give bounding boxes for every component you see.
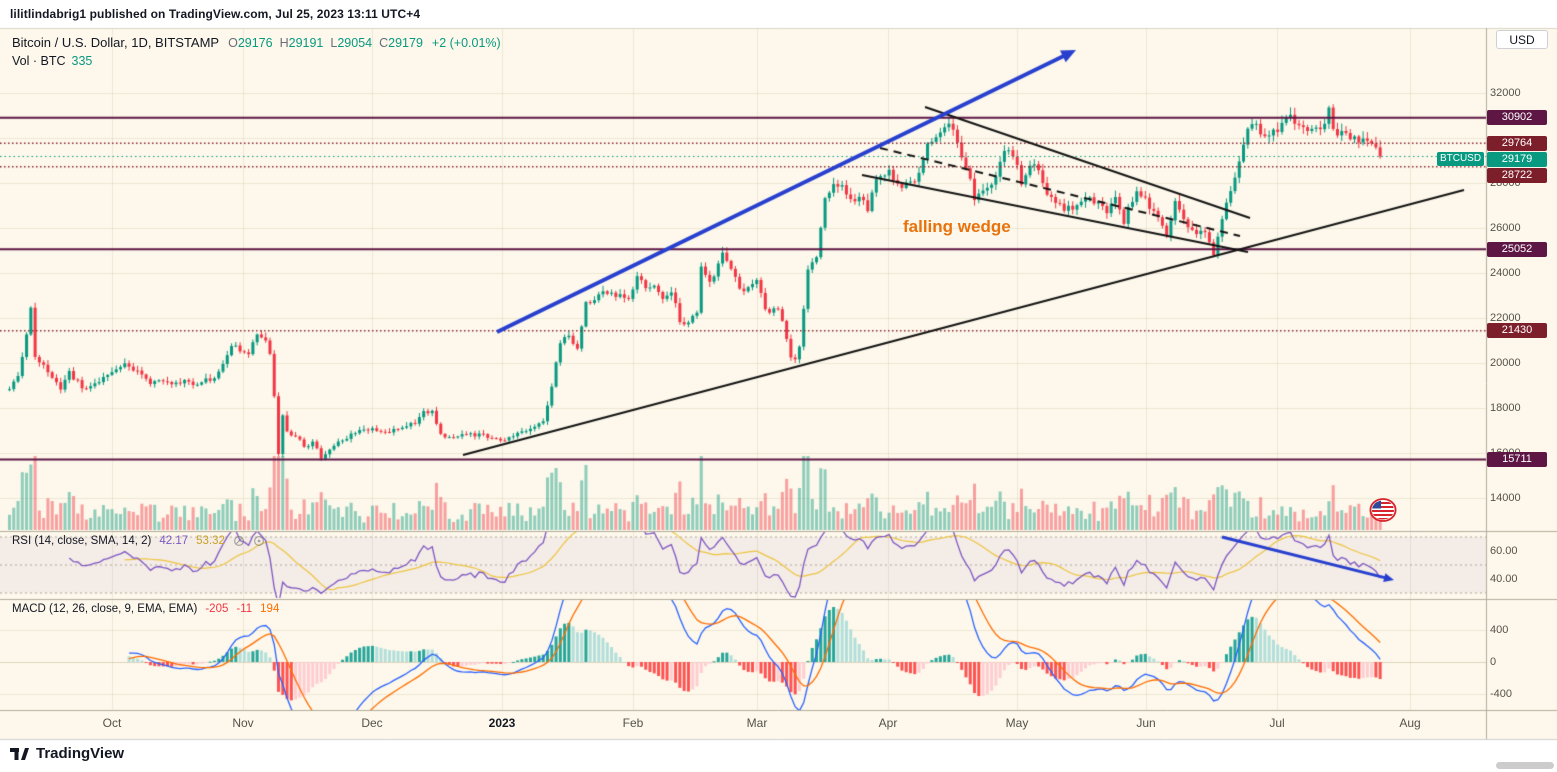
- tradingview-logo: [10, 748, 29, 760]
- macd-legend: MACD (12, 26, close, 9, EMA, EMA) -205 -…: [12, 603, 279, 615]
- price-axis-tick: 14000: [1490, 492, 1521, 504]
- current-symbol-badge: BTCUSD: [1437, 152, 1484, 167]
- macd-axis-tick: 400: [1490, 624, 1509, 636]
- price-level-badge-30902[interactable]: 30902: [1487, 110, 1547, 126]
- symbol-legend: Bitcoin / U.S. Dollar, 1D, BITSTAMP O291…: [12, 35, 501, 50]
- rsi-settings-icon[interactable]: [253, 535, 265, 547]
- publish-info: lilitlindabrig1 published on TradingView…: [10, 7, 421, 21]
- rsi-title[interactable]: RSI (14, close, SMA, 14, 2): [12, 535, 152, 547]
- price-level-badge-25052[interactable]: 25052: [1487, 241, 1547, 257]
- time-axis-label-jun: Jun: [1136, 716, 1156, 730]
- us-flag-sticker-icon: [1367, 496, 1399, 524]
- time-axis-label-oct: Oct: [102, 716, 122, 730]
- volume-value: 335: [71, 54, 93, 68]
- price-axis-tick: 18000: [1490, 402, 1521, 414]
- time-axis-label-mar: Mar: [746, 716, 768, 730]
- ohlc-values: O29176 H29191 L29054 C29179: [228, 36, 423, 50]
- time-axis-label-feb: Feb: [622, 716, 644, 730]
- price-level-badge-15711[interactable]: 15711: [1487, 452, 1547, 467]
- volume-label: Vol · BTC: [12, 54, 66, 68]
- macd-axis-tick: -400: [1490, 688, 1513, 700]
- macd-signal-value: 194: [260, 603, 280, 615]
- volume-legend: Vol · BTC 335: [12, 54, 92, 68]
- time-axis-label-apr: Apr: [878, 716, 898, 730]
- price-axis-tick: 32000: [1490, 87, 1521, 99]
- time-axis-label-may: May: [1005, 716, 1029, 730]
- brand-text: TradingView: [36, 745, 125, 762]
- currency-usd-button[interactable]: USD: [1496, 30, 1548, 49]
- close-value: 29179: [388, 36, 423, 50]
- close-label: C: [379, 36, 389, 50]
- footer-bar: TradingView: [0, 740, 1557, 772]
- rsi-legend: RSI (14, close, SMA, 14, 2) 42.17 53.32: [12, 535, 265, 547]
- time-axis-label-aug: Aug: [1399, 716, 1421, 730]
- macd-hist-value: -205: [205, 603, 229, 615]
- price-level-badge-28722[interactable]: 28722: [1487, 167, 1547, 183]
- rsi-value: 42.17: [159, 535, 189, 547]
- current-price-badge: 29179: [1487, 151, 1547, 167]
- horizontal-scrollbar[interactable]: [1496, 762, 1554, 769]
- rsi-visibility-icon[interactable]: [233, 535, 245, 547]
- high-label: H: [279, 36, 289, 50]
- rsi-ma-value: 53.32: [196, 535, 225, 547]
- macd-line-value: -11: [236, 603, 253, 615]
- time-axis-label-jul: Jul: [1269, 716, 1285, 730]
- price-axis-tick: 22000: [1490, 312, 1521, 324]
- price-axis-tick: 24000: [1490, 267, 1521, 279]
- macd-axis-tick: 0: [1490, 656, 1497, 668]
- price-level-badge-29764[interactable]: 29764: [1487, 135, 1547, 151]
- price-axis-tick: 26000: [1490, 222, 1521, 234]
- low-label: L: [330, 36, 338, 50]
- macd-title[interactable]: MACD (12, 26, close, 9, EMA, EMA): [12, 603, 198, 615]
- open-label: O: [228, 36, 238, 50]
- time-axis-label-nov: Nov: [232, 716, 254, 730]
- low-value: 29054: [337, 36, 373, 50]
- price-level-badge-21430[interactable]: 21430: [1487, 323, 1547, 339]
- time-axis-label-2023: 2023: [488, 716, 516, 730]
- open-value: 29176: [237, 36, 273, 50]
- symbol-title[interactable]: Bitcoin / U.S. Dollar, 1D, BITSTAMP: [12, 35, 220, 50]
- price-axis-tick: 20000: [1490, 357, 1521, 369]
- falling-wedge-label[interactable]: falling wedge: [903, 217, 1011, 236]
- time-axis-label-dec: Dec: [361, 716, 383, 730]
- rsi-axis-tick: 60.00: [1490, 545, 1518, 557]
- rsi-axis-tick: 40.00: [1490, 573, 1518, 585]
- tradingview-link[interactable]: TradingView: [10, 745, 124, 762]
- change-value: +2 (+0.01%): [431, 36, 501, 50]
- high-value: 29191: [288, 36, 324, 50]
